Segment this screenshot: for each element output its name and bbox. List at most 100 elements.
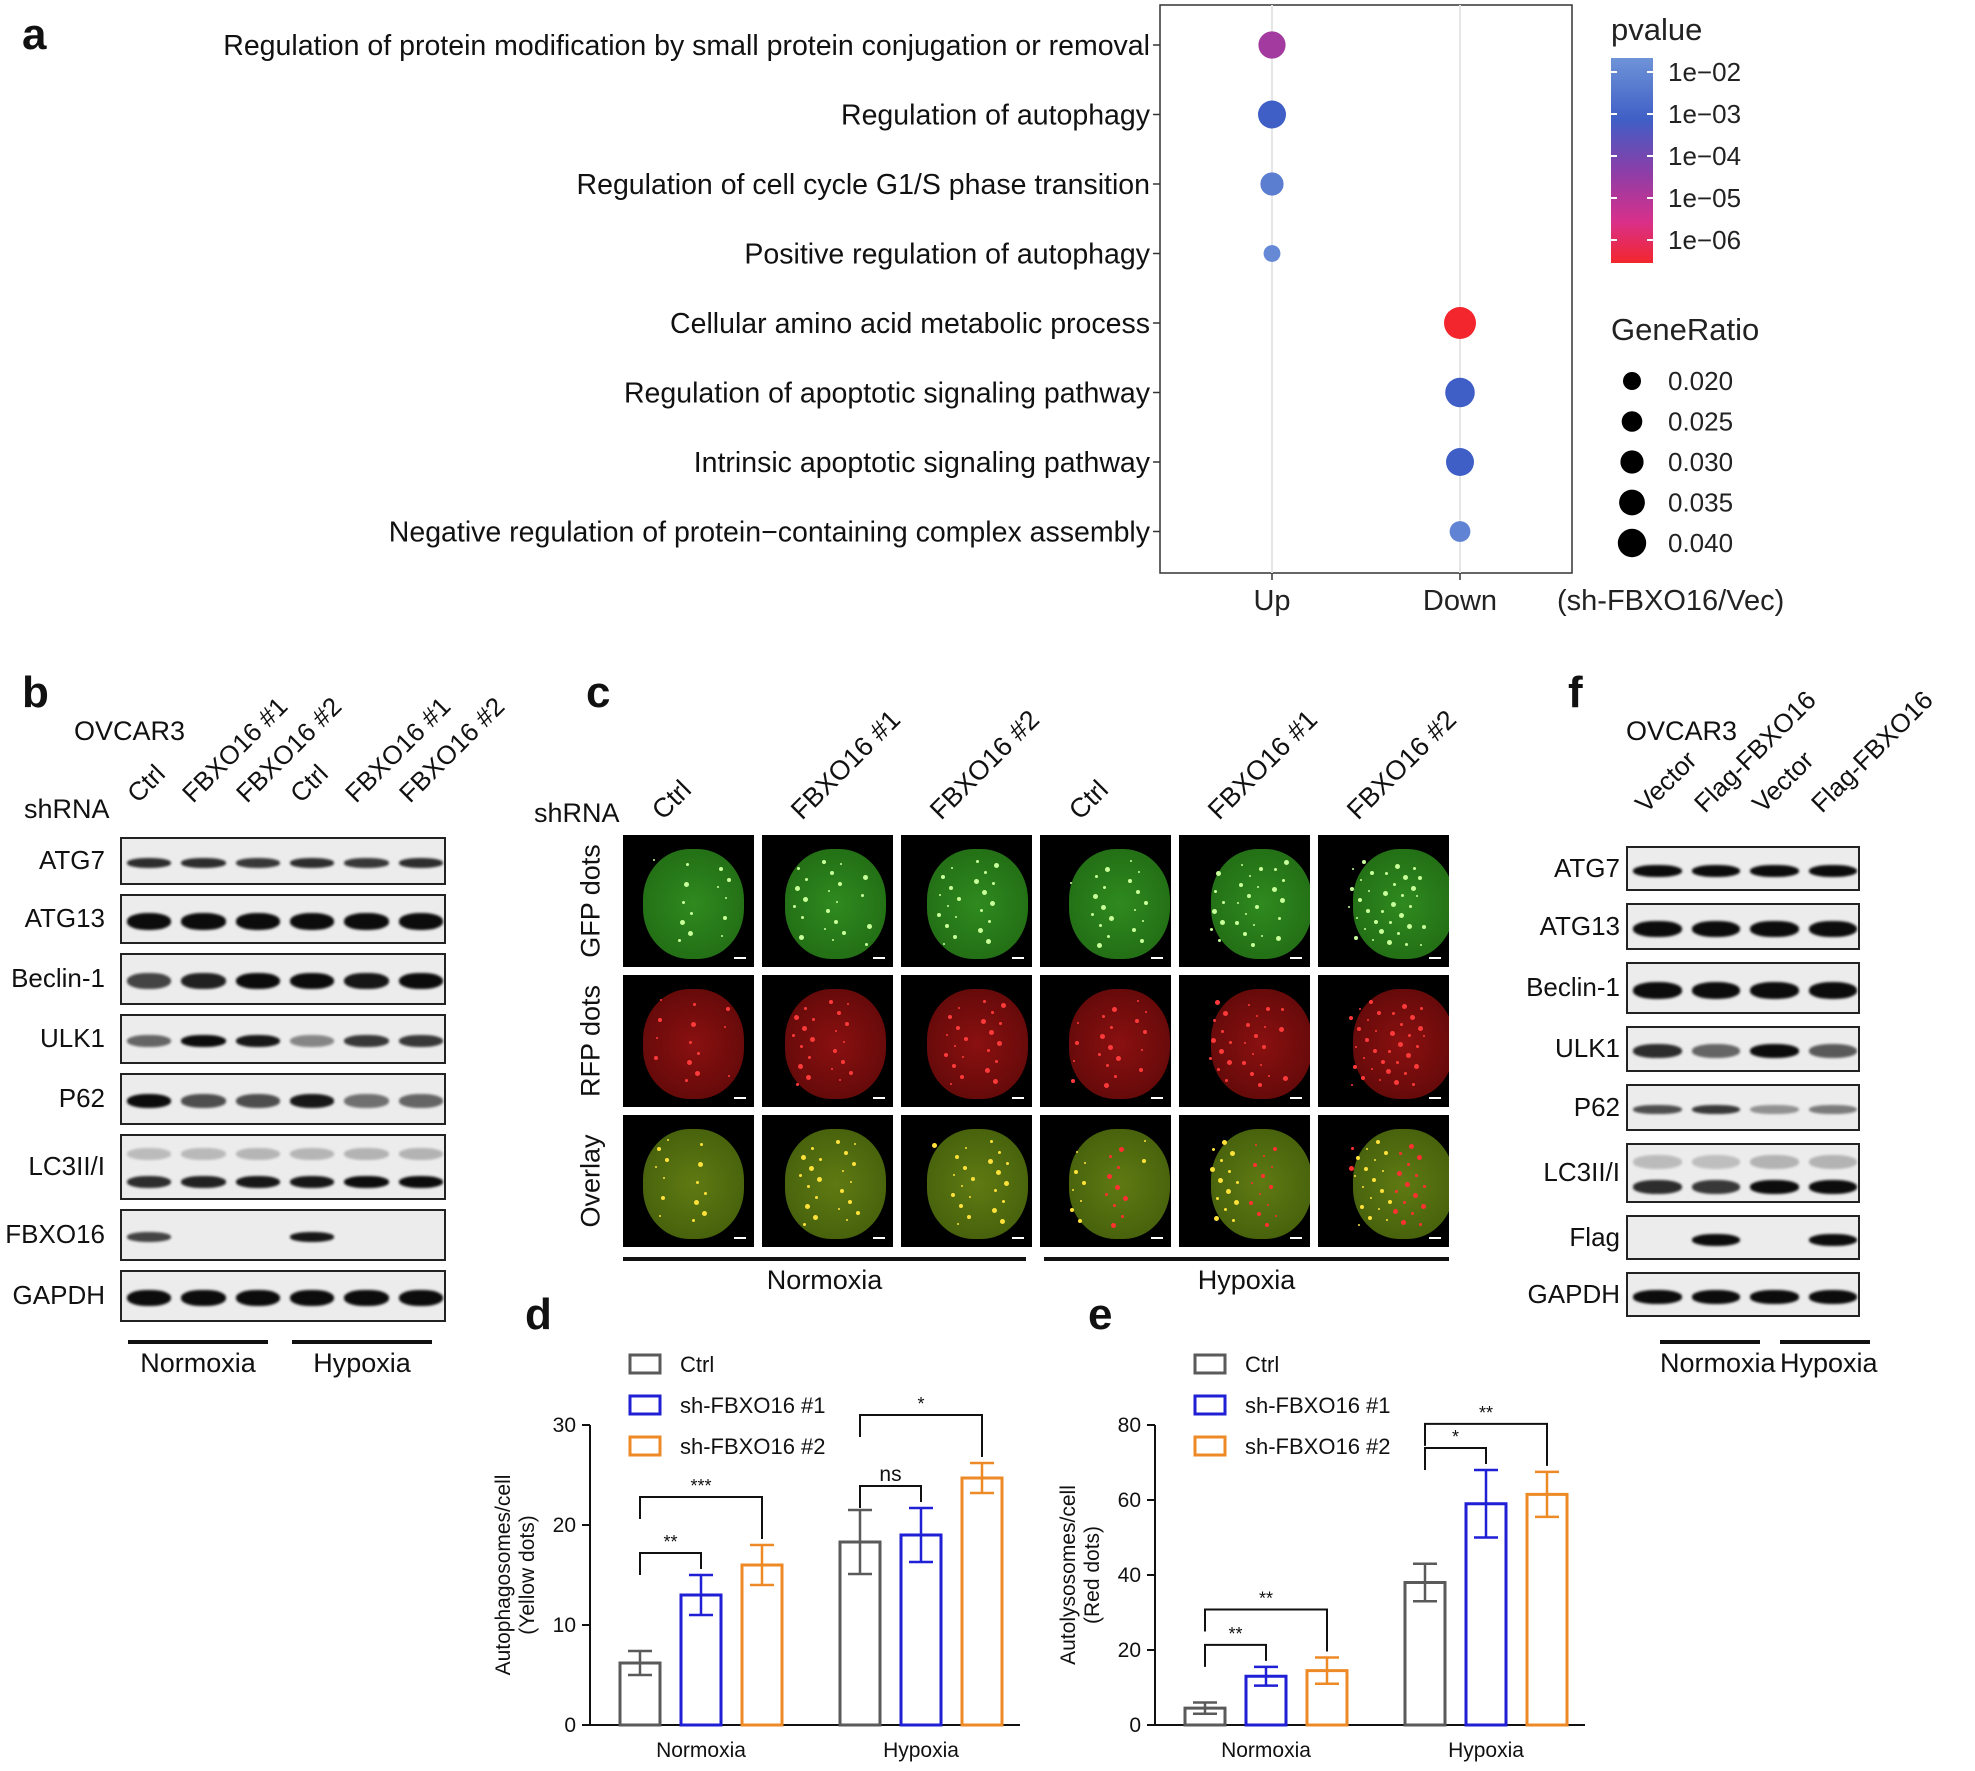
puncta-dot (1251, 1182, 1253, 1184)
puncta-dot (835, 1030, 837, 1032)
puncta-dot (659, 1215, 661, 1217)
significance-label: ** (1479, 1403, 1493, 1423)
puncta-dot (848, 1200, 852, 1204)
puncta-dot (1115, 1185, 1120, 1190)
pvalue-tick-label: 1e−06 (1668, 225, 1741, 255)
y-tick-label: 80 (1118, 1414, 1141, 1437)
blot-band (127, 1290, 172, 1306)
y-tick-label: 0 (564, 1714, 576, 1737)
puncta-dot (678, 939, 681, 942)
puncta-dot (1274, 868, 1277, 871)
puncta-dot (1397, 1171, 1402, 1176)
scale-bar (1151, 1237, 1163, 1239)
blot-strip (1626, 1272, 1860, 1317)
puncta-dot (698, 1162, 703, 1167)
blot-band (290, 1176, 335, 1189)
puncta-dot (1255, 1144, 1257, 1146)
puncta-dot (1280, 898, 1285, 903)
generatio-legend-dot (1617, 528, 1647, 558)
puncta-dot (994, 863, 999, 868)
puncta-dot (1401, 894, 1404, 897)
puncta-dot (1367, 1019, 1369, 1021)
blot-band (1750, 864, 1799, 877)
puncta-dot (1268, 1075, 1270, 1077)
puncta-dot (953, 935, 957, 939)
puncta-dot (1396, 1061, 1399, 1064)
generatio-legend-dot (1620, 450, 1644, 474)
puncta-dot (1255, 905, 1259, 909)
y-axis-label: Autolysosomes/cell (1057, 1485, 1080, 1665)
blot-band (344, 1148, 389, 1161)
blot-band (290, 973, 335, 989)
puncta-dot (960, 1075, 964, 1079)
significance-bracket (859, 1485, 922, 1508)
blot-strip (120, 1209, 446, 1261)
blot-band (1750, 1180, 1799, 1194)
puncta-dot (1076, 1151, 1078, 1153)
puncta-dot (806, 1075, 811, 1080)
scale-bar (873, 957, 885, 959)
puncta-dot (1363, 1057, 1365, 1059)
puncta-dot (1271, 1166, 1273, 1168)
scale-bar (1151, 1097, 1163, 1099)
blot-band (344, 1176, 389, 1189)
puncta-dot (682, 901, 685, 904)
significance-label: ** (663, 1532, 677, 1552)
condition-label: Hypoxia (1780, 1348, 1878, 1378)
puncta-dot (1082, 1181, 1086, 1185)
blot-band (344, 973, 389, 989)
puncta-dot (958, 1007, 960, 1009)
puncta-dot (945, 924, 949, 928)
puncta-dot (1362, 860, 1366, 864)
puncta-dot (1220, 920, 1225, 925)
significance-bracket (1424, 1447, 1487, 1470)
puncta-dot (1099, 924, 1102, 927)
puncta-dot (1211, 1038, 1216, 1043)
puncta-dot (794, 1015, 799, 1020)
microscopy-image (623, 1115, 754, 1247)
blot-band (235, 973, 280, 989)
puncta-dot (1103, 886, 1106, 889)
term-label: Negative regulation of protein−containin… (389, 517, 1151, 549)
blot-band (181, 1148, 226, 1161)
cell-line-label: OVCAR3 (74, 716, 186, 746)
puncta-dot (1358, 1224, 1360, 1226)
puncta-dot (810, 1037, 815, 1042)
legend-label: Ctrl (680, 1352, 714, 1377)
puncta-dot (831, 1068, 833, 1070)
puncta-dot (1389, 921, 1392, 924)
puncta-dot (840, 863, 842, 865)
puncta-dot (955, 1155, 959, 1159)
microscopy-image (1179, 835, 1310, 967)
puncta-dot (723, 916, 727, 920)
condition-bar (292, 1340, 432, 1344)
puncta-dot (1348, 906, 1350, 908)
scale-bar (1290, 1237, 1302, 1239)
puncta-dot (1070, 1208, 1074, 1212)
puncta-dot (985, 1068, 990, 1073)
microscopy-image (901, 835, 1032, 967)
significance-label: * (917, 1394, 924, 1414)
microscopy-image (1040, 1115, 1171, 1247)
bar (740, 1563, 784, 1727)
generatio-legend-dot (1619, 489, 1645, 516)
protein-label: GAPDH (1527, 1278, 1620, 1309)
puncta-dot (1140, 939, 1144, 943)
puncta-dot (1269, 1185, 1273, 1189)
blot-band (181, 1094, 226, 1108)
y-tick-label: 20 (1118, 1639, 1141, 1662)
protein-label: ATG7 (1554, 852, 1620, 883)
puncta-dot (963, 1166, 967, 1170)
blot-band (1808, 1105, 1857, 1114)
cell-body (1069, 849, 1170, 959)
puncta-dot (1220, 1159, 1223, 1162)
puncta-dot (658, 1018, 662, 1022)
blot-band (127, 1176, 172, 1189)
blot-band (181, 1290, 226, 1306)
scale-bar (1290, 957, 1302, 959)
puncta-dot (1225, 1079, 1228, 1082)
cell-body (927, 849, 1028, 959)
blot-band (1750, 1154, 1799, 1169)
significance-bracket (639, 1496, 763, 1539)
puncta-dot (1105, 867, 1110, 872)
